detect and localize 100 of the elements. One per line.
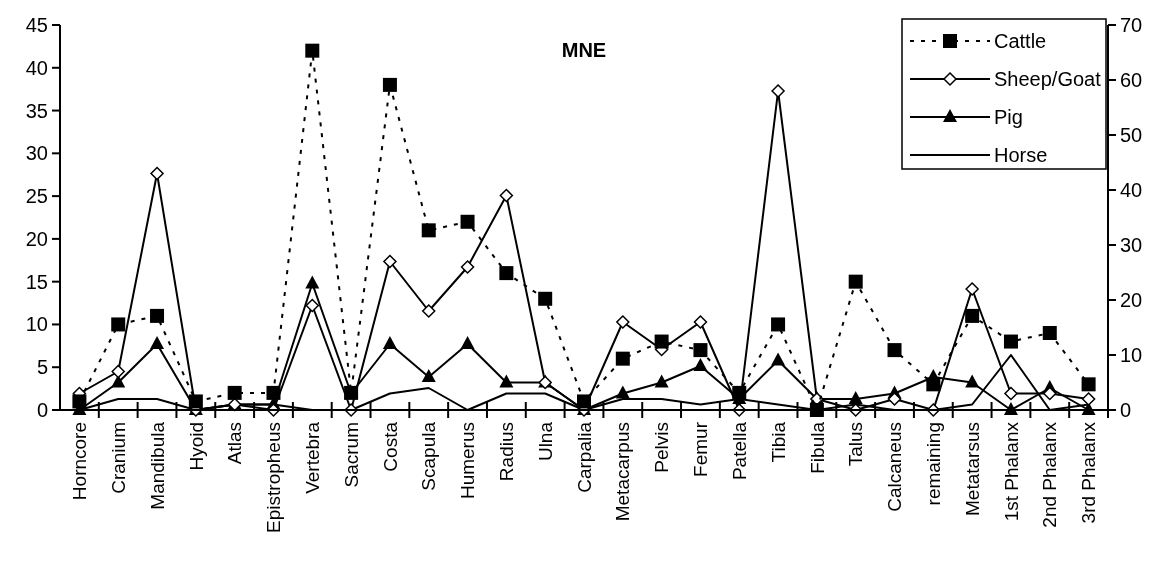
point (266, 385, 281, 400)
point (615, 351, 630, 366)
point (1081, 377, 1096, 392)
legend-label: Pig (994, 106, 1023, 128)
point (848, 274, 863, 289)
y-tick-label: 0 (36, 399, 48, 421)
text: MNE (561, 39, 607, 61)
y2-tick-label: 30 (1120, 234, 1143, 256)
legend-label: Sheep/Goat (994, 68, 1102, 90)
point (382, 77, 397, 92)
x-tick-label: Costa (379, 421, 401, 472)
point (732, 385, 747, 400)
point (460, 260, 475, 274)
point (1042, 326, 1057, 340)
y2-tick-label: 40 (1120, 179, 1143, 201)
x-tick-label: Scapula (418, 421, 440, 491)
x-tick-label: Carpalia (573, 421, 595, 493)
point (188, 394, 203, 409)
y-tick-label: 20 (25, 227, 48, 250)
x-tick-label: Tibia (767, 421, 789, 463)
point (421, 369, 436, 382)
x-tick-label: 3rd Phalanx (1078, 421, 1100, 524)
x-tick-label: Ulna (534, 421, 556, 462)
x-tick-label: Vertebra (301, 421, 323, 494)
x-tick-label: Pelvis (651, 422, 673, 473)
y2-tick-label: 10 (1120, 344, 1143, 366)
point (460, 214, 475, 229)
point (421, 223, 436, 238)
point (150, 308, 165, 323)
y2-tick-label: 70 (1120, 14, 1143, 36)
x-tick-label: Metatarsus (961, 422, 983, 516)
point (965, 308, 980, 323)
x-tick-label: Hyoid (185, 422, 207, 471)
point (965, 282, 979, 296)
point (887, 343, 902, 358)
x-tick-label: Atlas (224, 422, 246, 465)
x-tick-label: Patella (728, 421, 750, 481)
x-tick-label: Sacrum (340, 422, 362, 488)
x-tick-label: remaining (922, 422, 944, 506)
legend-label: Cattle (994, 30, 1047, 52)
point (499, 374, 514, 388)
point (887, 392, 902, 406)
point (111, 317, 126, 332)
point (305, 275, 320, 289)
x-tick-label: Calcaneus (884, 422, 906, 512)
point (460, 336, 475, 349)
point (72, 394, 87, 409)
y-tick-label: 5 (36, 356, 48, 379)
x-tick-label: Epistropheus (263, 422, 285, 533)
point (1081, 392, 1096, 406)
point (383, 254, 397, 269)
y2-tick-label: 0 (1120, 399, 1132, 421)
point (771, 352, 786, 366)
point (1003, 334, 1018, 349)
x-tick-label: Metacarpus (612, 422, 634, 522)
x-tick-label: Talus (845, 422, 867, 467)
point (848, 391, 863, 404)
point (499, 188, 514, 203)
y-tick-label: 45 (25, 14, 48, 36)
point (150, 166, 164, 181)
point (926, 377, 941, 392)
x-tick-label: Mandibula (146, 421, 168, 510)
y2-tick-label: 20 (1120, 289, 1143, 311)
point (382, 336, 397, 349)
point (305, 298, 320, 313)
point (1004, 386, 1018, 401)
point (616, 315, 630, 329)
point (227, 385, 242, 400)
point (965, 374, 980, 388)
y-tick-label: 10 (25, 313, 48, 336)
point (693, 315, 708, 329)
y-tick-label: 35 (25, 99, 48, 122)
point (654, 334, 669, 349)
y-tick-label: 25 (25, 185, 48, 208)
point (615, 385, 630, 399)
y2-tick-label: 50 (1120, 124, 1143, 146)
point (1043, 386, 1057, 401)
y-tick-label: 40 (25, 56, 48, 79)
x-tick-label: Femur (690, 421, 712, 477)
point (111, 364, 125, 379)
point (499, 266, 514, 281)
point (421, 304, 436, 318)
x-tick-label: Fibula (806, 421, 828, 474)
y-tick-label: 15 (25, 270, 48, 293)
point (150, 336, 165, 349)
point (654, 374, 669, 388)
point (771, 317, 786, 332)
point (693, 343, 708, 358)
point (538, 291, 553, 306)
x-tick-label: Radius (496, 422, 518, 482)
x-tick-label: Cranium (107, 422, 129, 494)
point (305, 43, 320, 58)
x-tick-label: Horncore (69, 422, 91, 501)
x-tick-label: 2nd Phalanx (1039, 421, 1061, 528)
point (577, 394, 591, 409)
x-tick-label: Humerus (457, 422, 479, 500)
x-tick-label: 1st Phalanx (1000, 421, 1022, 522)
point (771, 84, 785, 98)
y-tick-label: 30 (25, 142, 48, 165)
y2-tick-label: 60 (1120, 69, 1143, 91)
